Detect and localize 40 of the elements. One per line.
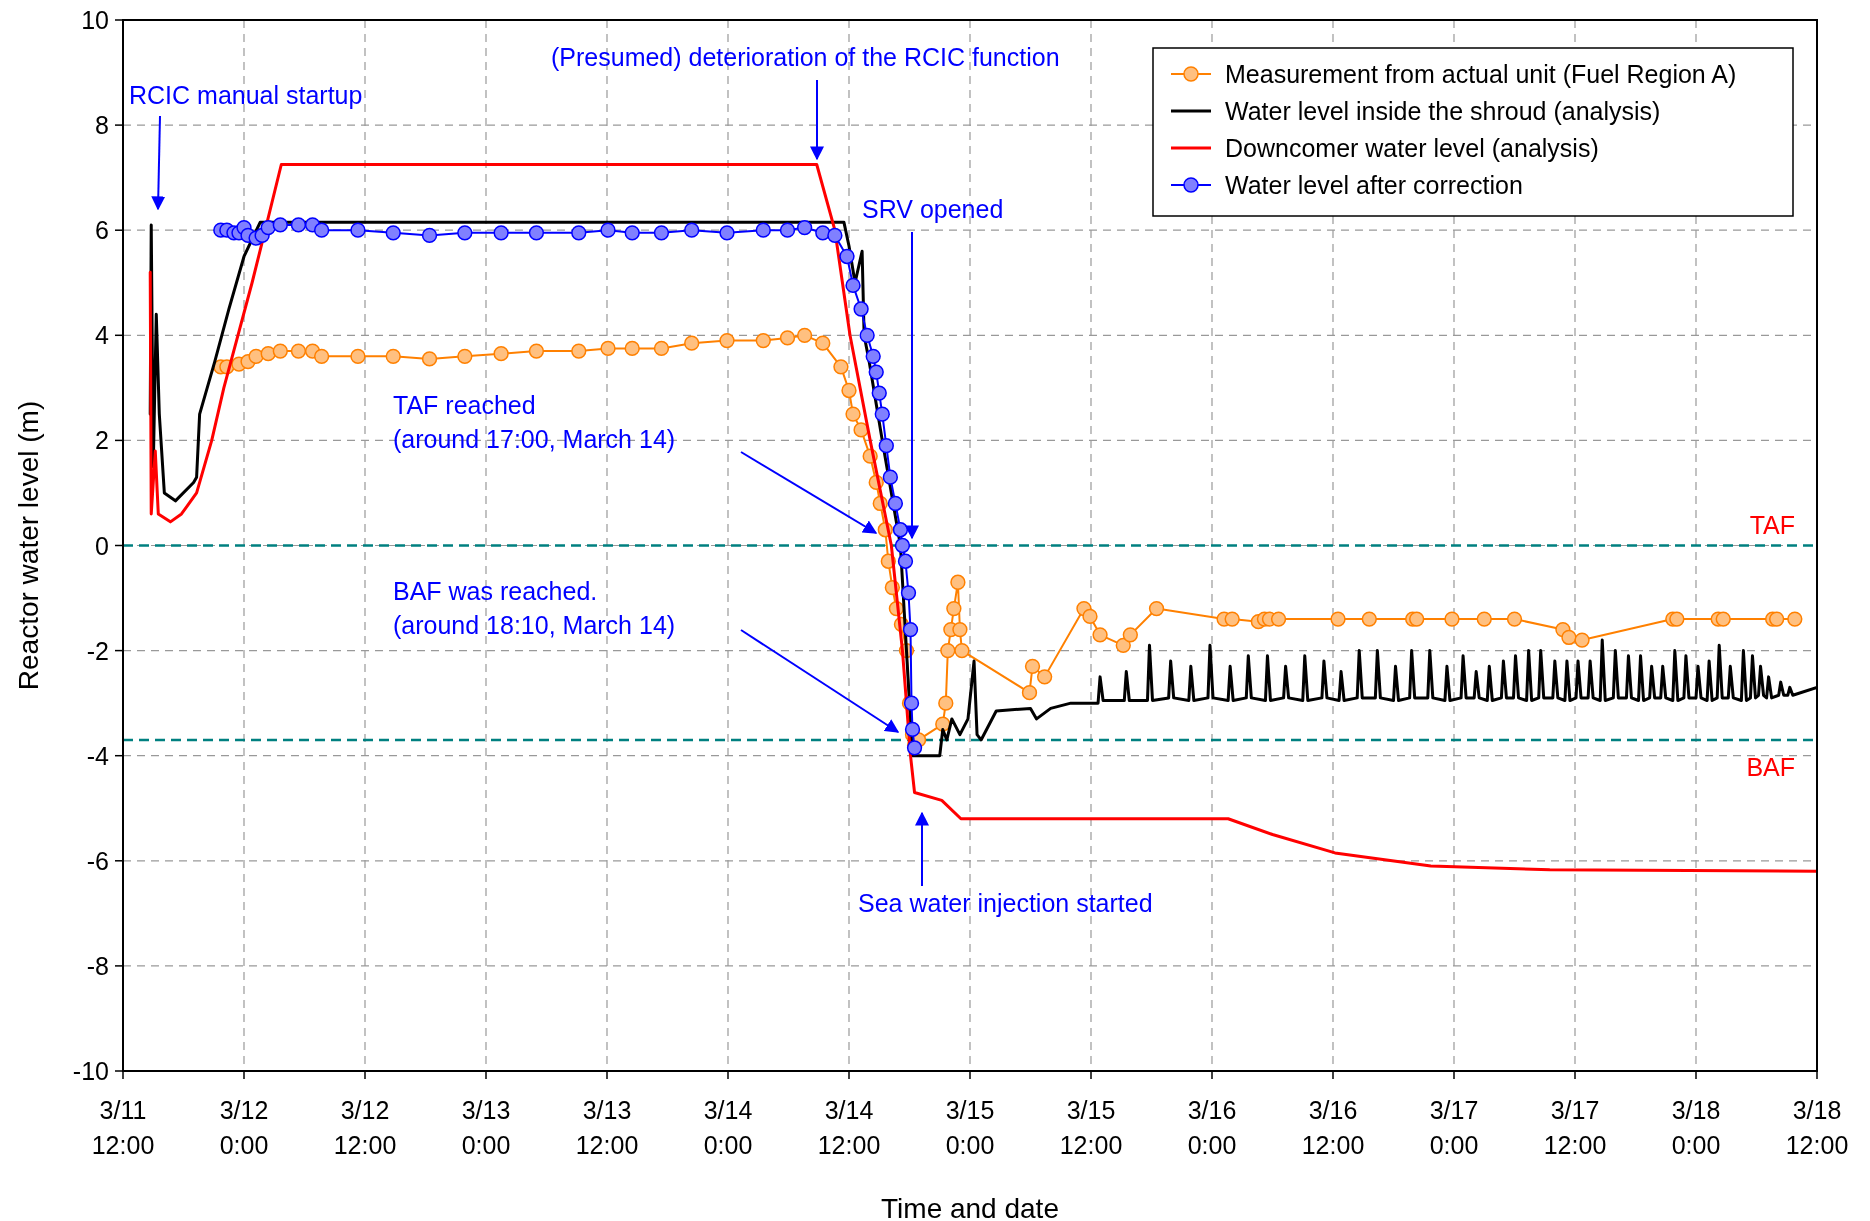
- x-tick-label: 3/13 12:00: [575, 1096, 639, 1159]
- annotation: BAF was reached. (around 18:10, March 14): [393, 577, 676, 639]
- legend-label: Measurement from actual unit (Fuel Region A): [1225, 60, 1737, 88]
- legend-label: Water level after correction: [1225, 171, 1523, 199]
- y-tick-label: 8: [95, 111, 109, 140]
- x-tick-label: 3/14 12:00: [817, 1096, 881, 1159]
- y-tick-label: -8: [86, 951, 109, 980]
- y-tick-label: 4: [95, 321, 110, 350]
- x-tick-label: 3/18 12:00: [1785, 1096, 1849, 1159]
- x-tick-label: 3/12 12:00: [333, 1096, 397, 1159]
- y-tick-label: -4: [86, 741, 110, 770]
- x-tick-label: 3/12 0:00: [219, 1096, 269, 1159]
- annotation: TAF reached (around 17:00, March 14): [393, 391, 676, 453]
- y-tick-label: 6: [95, 216, 109, 245]
- y-tick-label: 2: [95, 426, 109, 455]
- x-tick-label: 3/15 12:00: [1059, 1096, 1123, 1159]
- y-tick-label: -10: [72, 1057, 109, 1085]
- x-tick-label: 3/15 0:00: [945, 1096, 995, 1159]
- ref-line-label: BAF: [1746, 752, 1795, 781]
- x-tick-label: 3/17 0:00: [1429, 1096, 1479, 1159]
- annotation: Sea water injection started: [858, 889, 1153, 917]
- x-tick-label: 3/17 12:00: [1543, 1096, 1607, 1159]
- annotation: RCIC manual startup: [129, 81, 363, 109]
- x-tick-label: 3/14 0:00: [703, 1096, 753, 1159]
- x-tick-label: 3/18 0:00: [1671, 1096, 1721, 1159]
- legend-label: Downcomer water level (analysis): [1225, 134, 1599, 162]
- legend-label: Water level inside the shroud (analysis): [1225, 97, 1661, 125]
- y-tick-label: -2: [86, 636, 109, 665]
- y-axis-title: Reactor water level (m): [13, 400, 44, 691]
- x-tick-label: 3/16 12:00: [1301, 1096, 1365, 1159]
- annotation: (Presumed) deterioration of the RCIC function: [551, 43, 1060, 71]
- x-axis-title: Time and date: [881, 1193, 1059, 1221]
- ref-line-label: TAF: [1749, 510, 1795, 539]
- x-tick-label: 3/11 12:00: [91, 1096, 155, 1159]
- y-tick-label: -6: [86, 846, 109, 875]
- y-tick-label: 0: [95, 531, 109, 560]
- annotation: SRV opened: [862, 195, 1004, 223]
- x-tick-label: 3/13 0:00: [461, 1096, 511, 1159]
- x-tick-label: 3/16 0:00: [1187, 1096, 1237, 1159]
- y-tick-label: 10: [81, 6, 109, 34]
